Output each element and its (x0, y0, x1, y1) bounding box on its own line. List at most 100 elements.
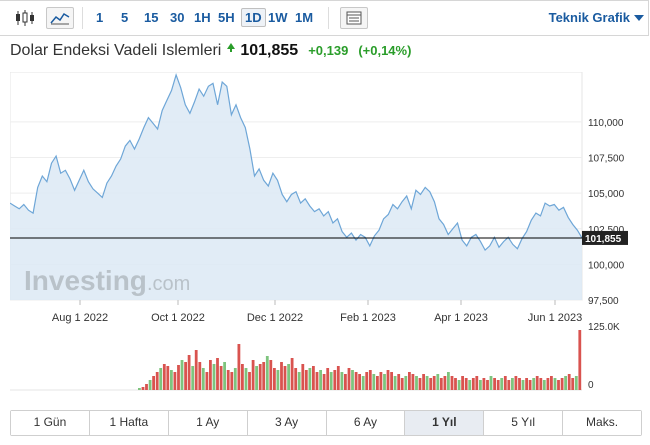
volume-bar (493, 378, 496, 390)
interval-5[interactable]: 5 (121, 10, 129, 25)
interval-5h[interactable]: 5H (218, 10, 235, 25)
volume-bar (361, 376, 365, 390)
interval-1h[interactable]: 1H (194, 10, 211, 25)
x-tick-label: Apr 1 2023 (434, 312, 488, 324)
volume-bar (454, 378, 457, 390)
volume-bar (358, 374, 361, 390)
price-change: +0,139 (308, 43, 349, 58)
volume-bar (340, 372, 344, 390)
last-price: 101,855 (240, 42, 299, 59)
price-change-percent: (+0,14%) (358, 43, 412, 58)
interval-1w[interactable]: 1W (268, 10, 288, 25)
range-selector: 1 Gün 1 Hafta 1 Ay 3 Ay 6 Ay 1 Yıl 5 Yıl… (10, 410, 642, 436)
volume-bar (539, 378, 543, 390)
volume-bar (216, 358, 219, 390)
y-tick-label: 107,500 (588, 154, 625, 165)
volume-bar (564, 376, 567, 390)
x-tick-label: Feb 1 2023 (340, 312, 396, 324)
range-1-month[interactable]: 1 Ay (168, 411, 248, 435)
y-tick-label: 110,000 (588, 118, 624, 129)
volume-bar (322, 374, 326, 390)
volume-bar (532, 378, 536, 390)
volume-bar (230, 372, 234, 390)
volume-bar (251, 360, 255, 390)
volume-bar (152, 376, 155, 390)
volume-bar (258, 364, 262, 390)
volume-bar (471, 378, 475, 390)
volume-bar (162, 364, 166, 390)
volume-bar (159, 368, 163, 390)
volume-zero-label: 0 (588, 380, 594, 391)
interval-1[interactable]: 1 (96, 10, 104, 25)
range-max[interactable]: Maks. (563, 411, 641, 435)
volume-bar (521, 380, 525, 390)
volume-bar (209, 360, 212, 390)
volume-bar (255, 366, 258, 390)
y-tick-label: 97,500 (588, 296, 619, 307)
volume-bar (518, 378, 521, 390)
volume-bar (567, 374, 571, 390)
volume-bar (201, 368, 205, 390)
volume-bar (379, 372, 383, 390)
volume-bar (312, 366, 315, 390)
interval-1d[interactable]: 1D (241, 8, 266, 27)
volume-bar (525, 378, 528, 390)
volume-bar (148, 380, 152, 390)
interval-1m[interactable]: 1M (295, 10, 314, 25)
chart-svg[interactable]: 110,000 107,500 105,000 102,500 100,000 97,50… (9, 71, 650, 397)
instrument-title: Dolar Endeksi Vadeli Islemleri (10, 42, 222, 59)
price-chart[interactable]: 110,000 107,500 105,000 102,500 100,000 97,50… (9, 71, 650, 397)
interval-15[interactable]: 15 (144, 10, 159, 25)
volume-bar (365, 372, 369, 390)
volume-bar (166, 366, 170, 390)
table-icon[interactable] (340, 7, 368, 29)
volume-bar (333, 370, 337, 390)
volume-bar (219, 366, 223, 390)
interval-30[interactable]: 30 (170, 10, 185, 25)
volume-bar (354, 372, 358, 390)
volume-bar (411, 374, 415, 390)
range-1-week[interactable]: 1 Hafta (89, 411, 169, 435)
area-chart-icon[interactable] (46, 7, 74, 29)
volume-bar (489, 376, 493, 390)
volume-bar (432, 376, 436, 390)
x-tick-label: Dec 1 2022 (247, 312, 303, 324)
volume-bar (233, 368, 237, 390)
volume-bar (276, 370, 280, 390)
volume-bar (447, 372, 450, 390)
volume-bar (262, 362, 266, 390)
volume-bar (404, 376, 408, 390)
investing-watermark-suffix: .com (147, 273, 190, 295)
volume-bar (280, 362, 283, 390)
volume-bar (244, 368, 248, 390)
volume-bar (486, 380, 489, 390)
candlestick-icon[interactable] (14, 7, 36, 29)
volume-bar (177, 365, 180, 390)
volume-bar (461, 376, 464, 390)
volume-bar (336, 366, 340, 390)
volume-bar (422, 374, 425, 390)
range-1-year[interactable]: 1 Yıl (405, 411, 485, 435)
y-tick-label: 105,000 (588, 189, 625, 200)
volume-bar (468, 380, 472, 390)
volume-bar (560, 378, 564, 390)
volume-bar (180, 360, 184, 390)
last-price-label: 101,855 (585, 234, 622, 245)
range-1-day[interactable]: 1 Gün (11, 411, 90, 435)
volume-bar (170, 370, 173, 390)
technical-chart-link[interactable]: Teknik Grafik (548, 10, 630, 25)
volume-bar (138, 388, 141, 390)
volume-bar (457, 380, 461, 390)
volume-bar (351, 370, 354, 390)
volume-bar (450, 376, 454, 390)
volume-bar (571, 378, 575, 390)
volume-bar (326, 368, 330, 390)
volume-bar (436, 374, 440, 390)
range-6-months[interactable]: 6 Ay (326, 411, 406, 435)
volume-bar (329, 372, 333, 390)
chevron-down-icon[interactable] (634, 15, 644, 21)
range-3-months[interactable]: 3 Ay (247, 411, 327, 435)
volume-bar (464, 378, 468, 390)
range-5-years[interactable]: 5 Yıl (484, 411, 564, 435)
volume-bar (187, 355, 191, 390)
